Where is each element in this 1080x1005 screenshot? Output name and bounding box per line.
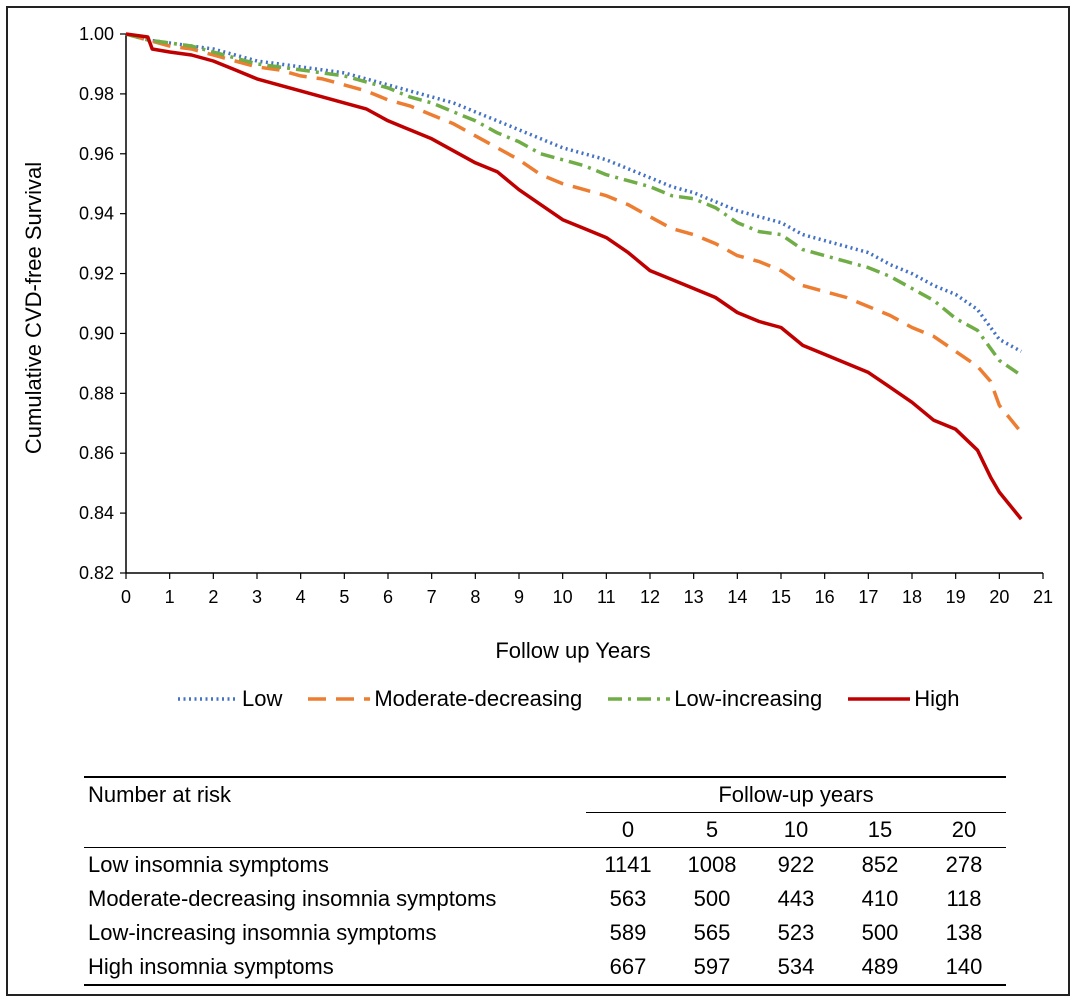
legend-item-low-increasing: Low-increasing	[608, 686, 848, 712]
table-cell: 589	[609, 920, 647, 945]
table-cell: 563	[609, 886, 647, 911]
x-tick-label: 21	[1033, 587, 1053, 607]
year-header: 0	[586, 812, 670, 848]
series-line-moderate-decreasing	[125, 32, 1023, 434]
y-tick-label: 0.86	[79, 443, 114, 463]
table-row: Low-increasing insomnia symptoms 589 565…	[84, 916, 1006, 950]
year-header: 5	[670, 812, 754, 848]
table-cell: 534	[754, 950, 838, 986]
table-cell: 500	[861, 920, 899, 945]
y-tick-label: 0.82	[79, 563, 114, 583]
x-tick-label: 15	[771, 587, 791, 607]
x-tick-label: 5	[339, 587, 349, 607]
table-cell: 1008	[687, 852, 737, 877]
x-tick-label: 13	[684, 587, 704, 607]
risk-table-blank	[84, 812, 586, 848]
table-row: Moderate-decreasing insomnia symptoms 56…	[84, 882, 1006, 916]
legend-label: Low	[242, 686, 283, 711]
x-tick-label: 10	[553, 587, 573, 607]
y-tick-label: 0.96	[79, 144, 114, 164]
table-cell: 500	[693, 886, 731, 911]
table-cell: 852	[861, 852, 899, 877]
x-axis-label: Follow up Years	[495, 638, 650, 663]
x-tick-label: 12	[640, 587, 660, 607]
chart-axes	[125, 34, 1043, 574]
risk-table-title: Number at risk	[84, 776, 586, 813]
series-lines	[125, 32, 1023, 521]
table-cell: 140	[922, 950, 1006, 986]
survival-chart: 0 1 2 3 4 5 6 7 8 9 10 11 12 13 14 15 16 17 18 19 20 21 0.820…	[21, 24, 1053, 663]
table-cell: 597	[670, 950, 754, 986]
table-cell: 489	[838, 950, 922, 986]
x-tick-label: 18	[902, 587, 922, 607]
table-row: High insomnia symptoms 667 597 534 489 1…	[84, 950, 1006, 986]
table-cell: 565	[693, 920, 731, 945]
row-label: Low insomnia symptoms	[88, 852, 329, 877]
y-tick-label: 0.88	[79, 383, 114, 403]
x-tick-label: 0	[121, 587, 131, 607]
legend-item-low: Low	[176, 686, 308, 712]
year-header: 15	[838, 812, 922, 848]
table-cell: 278	[945, 852, 983, 877]
table-cell: 1141	[604, 852, 652, 877]
year-header: 10	[754, 812, 838, 848]
y-tick-label: 0.84	[79, 503, 114, 523]
table-cell: 138	[945, 920, 983, 945]
legend-label: High	[914, 686, 960, 711]
x-tick-label: 19	[946, 587, 966, 607]
x-tick-label: 4	[296, 587, 306, 607]
x-tick-label: 8	[470, 587, 480, 607]
figure-frame	[6, 6, 1070, 996]
x-axis-ticks: 0 1 2 3 4 5 6 7 8 9 10 11 12 13 14 15 16 17 18 19 20 21	[121, 573, 1053, 607]
x-tick-label: 16	[815, 587, 835, 607]
table-cell: 523	[777, 920, 815, 945]
series-line-low	[125, 32, 1023, 353]
legend-swatch-moderate-decreasing	[308, 697, 371, 701]
row-label: Moderate-decreasing insomnia symptoms	[88, 886, 497, 911]
y-axis-label: Cumulative CVD-free Survival	[21, 162, 46, 454]
legend-item-high: High	[848, 686, 985, 712]
x-tick-label: 2	[208, 587, 218, 607]
legend-label: Moderate-decreasing	[374, 686, 583, 711]
series-line-low-increasing	[125, 32, 1023, 377]
x-tick-label: 17	[858, 587, 878, 607]
chart-legend: Low Moderate-decreasing Low-increasing H…	[176, 686, 985, 712]
legend-label: Low-increasing	[674, 686, 823, 711]
x-tick-label: 1	[165, 587, 175, 607]
table-cell: 118	[946, 886, 982, 911]
x-tick-label: 20	[989, 587, 1009, 607]
y-tick-label: 0.94	[79, 204, 114, 224]
table-cell: 922	[777, 852, 815, 877]
x-tick-label: 11	[597, 587, 616, 607]
legend-swatch-low	[178, 697, 236, 701]
y-tick-label: 0.98	[79, 84, 114, 104]
y-tick-label: 1.00	[79, 24, 114, 44]
year-header: 20	[922, 812, 1006, 848]
legend-swatch-high	[848, 697, 911, 701]
x-tick-label: 6	[383, 587, 393, 607]
table-cell: 410	[861, 886, 899, 911]
legend-item-moderate-decreasing: Moderate-decreasing	[308, 686, 608, 712]
x-tick-label: 3	[252, 587, 262, 607]
legend-swatch-low-increasing	[608, 697, 671, 701]
y-tick-label: 0.90	[79, 323, 114, 343]
y-tick-label: 0.92	[79, 264, 114, 284]
table-cell: 443	[777, 886, 815, 911]
series-line-high	[125, 32, 1023, 521]
risk-table-years-label: Follow-up years	[586, 776, 1006, 813]
x-tick-label: 7	[427, 587, 437, 607]
x-tick-label: 9	[514, 587, 524, 607]
row-label: Low-increasing insomnia symptoms	[88, 920, 437, 945]
x-tick-label: 14	[727, 587, 747, 607]
y-axis-ticks: 0.82 0.84 0.86 0.88 0.90 0.92 0.94 0.96 0.98 1.00	[79, 24, 126, 583]
table-row: Low insomnia symptoms 1141 1008 922 852 …	[84, 848, 1006, 883]
row-label: High insomnia symptoms	[84, 950, 586, 986]
table-cell: 667	[586, 950, 670, 986]
number-at-risk-table: Number at risk Follow-up years 0 5 10 15…	[84, 776, 1006, 986]
